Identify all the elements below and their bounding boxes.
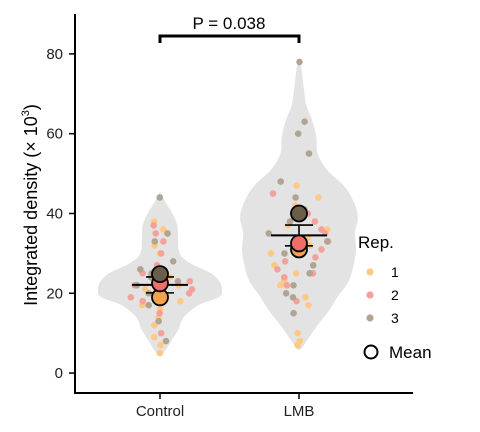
rep-mean-lmb-rep3 bbox=[290, 204, 308, 223]
data-point-rep3 bbox=[296, 58, 303, 66]
data-point-rep3 bbox=[301, 118, 308, 125]
rep-mean-lmb-rep2 bbox=[290, 234, 308, 253]
data-point-rep1 bbox=[150, 333, 158, 341]
data-point-rep3 bbox=[169, 258, 177, 265]
legend-label-rep2: 2 bbox=[391, 287, 399, 303]
data-point-rep2 bbox=[160, 238, 167, 245]
y-tick-label: 0 bbox=[55, 365, 63, 382]
data-point-rep3 bbox=[277, 178, 285, 185]
data-point-rep2 bbox=[152, 230, 159, 237]
x-tick-label: LMB bbox=[284, 403, 315, 420]
data-point-rep3 bbox=[289, 294, 297, 301]
data-point-rep3 bbox=[309, 262, 317, 269]
legend-mean-label: Mean bbox=[389, 343, 432, 362]
data-point-rep2 bbox=[283, 282, 291, 289]
data-point-rep2 bbox=[157, 329, 165, 337]
data-point-rep1 bbox=[294, 329, 301, 337]
data-point-rep3 bbox=[306, 270, 313, 277]
data-point-rep2 bbox=[274, 266, 281, 273]
data-point-rep3 bbox=[290, 282, 297, 289]
data-point-rep1 bbox=[315, 194, 322, 201]
data-point-rep2 bbox=[157, 250, 165, 257]
data-point-rep2 bbox=[188, 286, 196, 293]
data-point-rep2 bbox=[311, 218, 319, 225]
legend: Rep. 1 2 3 Mean bbox=[358, 233, 432, 362]
data-point-rep3 bbox=[162, 337, 170, 345]
y-tick-label: 80 bbox=[46, 46, 63, 63]
data-point-rep1 bbox=[177, 297, 184, 305]
data-point-rep3 bbox=[290, 309, 297, 317]
data-point-rep3 bbox=[174, 278, 182, 285]
significance-bracket: P = 0.038 bbox=[158, 14, 301, 43]
legend-swatch-rep1 bbox=[366, 268, 374, 276]
data-point-rep2 bbox=[318, 246, 325, 253]
data-point-rep2 bbox=[139, 297, 146, 305]
data-point-rep2 bbox=[156, 309, 163, 317]
data-point-rep3 bbox=[324, 238, 331, 245]
legend-swatch-rep3 bbox=[366, 314, 374, 322]
data-point-rep3 bbox=[265, 230, 273, 237]
data-point-rep3 bbox=[137, 266, 144, 273]
data-point-rep1 bbox=[296, 337, 304, 345]
data-point-rep1 bbox=[157, 341, 164, 349]
data-point-rep3 bbox=[281, 250, 288, 257]
legend-mean-swatch bbox=[363, 344, 379, 360]
legend-label-rep1: 1 bbox=[391, 264, 399, 280]
data-point-rep1 bbox=[267, 250, 275, 257]
y-axis-title: Integrated density (× 103) bbox=[20, 104, 41, 306]
legend-title: Rep. bbox=[358, 233, 394, 252]
data-point-rep3 bbox=[292, 194, 299, 201]
data-point-rep2 bbox=[269, 190, 277, 197]
y-tick-label: 20 bbox=[46, 285, 63, 302]
data-point-rep3 bbox=[305, 150, 313, 157]
data-point-rep1 bbox=[156, 349, 164, 357]
data-point-rep3 bbox=[145, 301, 152, 309]
legend-label-rep3: 3 bbox=[391, 310, 399, 326]
rep-mean-layer bbox=[151, 204, 308, 307]
data-point-rep1 bbox=[151, 321, 158, 329]
data-point-rep3 bbox=[151, 238, 159, 245]
data-point-rep2 bbox=[127, 294, 135, 301]
data-point-rep2 bbox=[186, 278, 194, 285]
data-point-rep3 bbox=[156, 194, 164, 201]
x-ticks: Control LMB bbox=[136, 393, 315, 420]
data-point-rep2 bbox=[312, 254, 319, 261]
violin-layer bbox=[97, 60, 358, 355]
data-point-rep1 bbox=[160, 226, 167, 233]
x-tick-label: Control bbox=[136, 403, 184, 420]
data-point-rep2 bbox=[281, 258, 289, 265]
y-tick-label: 40 bbox=[46, 205, 63, 222]
data-point-rep3 bbox=[282, 290, 290, 297]
data-point-rep1 bbox=[302, 294, 309, 301]
data-point-rep1 bbox=[293, 182, 300, 189]
data-point-rep2 bbox=[281, 274, 288, 281]
data-point-rep2 bbox=[318, 226, 325, 233]
data-point-rep3 bbox=[294, 130, 302, 137]
p-value-label: P = 0.038 bbox=[193, 14, 266, 33]
data-point-rep1 bbox=[305, 301, 312, 309]
y-tick-label: 60 bbox=[46, 126, 63, 143]
point-layer bbox=[127, 58, 332, 357]
data-point-rep1 bbox=[292, 270, 300, 277]
data-point-rep3 bbox=[286, 218, 294, 225]
y-ticks: 0 20 40 60 80 bbox=[46, 46, 75, 382]
data-point-rep3 bbox=[155, 317, 162, 325]
data-point-rep3 bbox=[164, 230, 171, 237]
legend-swatch-rep2 bbox=[366, 291, 374, 299]
rep-mean-control-rep3 bbox=[151, 265, 169, 284]
data-point-rep2 bbox=[150, 222, 157, 229]
